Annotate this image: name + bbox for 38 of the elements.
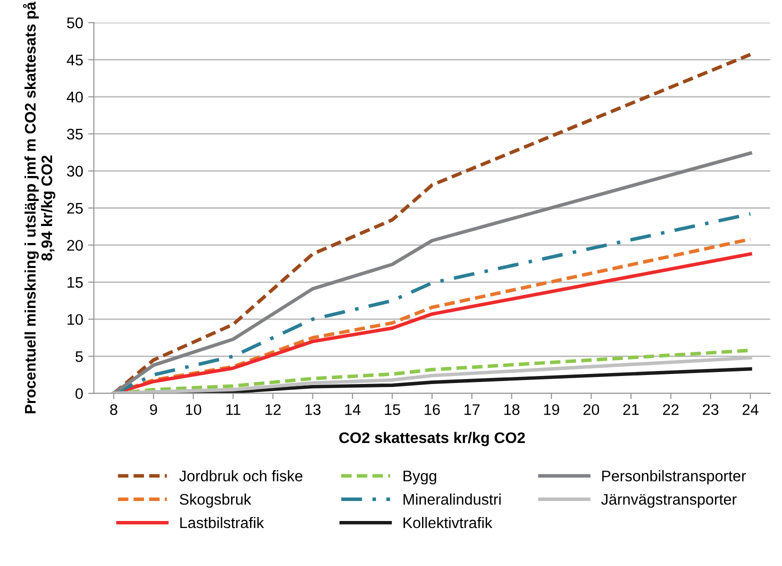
x-tick-label: 21: [623, 404, 639, 415]
y-tick-label: 35: [67, 128, 83, 140]
x-tick-label: 11: [226, 404, 240, 415]
legend-label: Skogsbruk: [180, 494, 252, 508]
x-tick-label: 18: [504, 404, 520, 416]
y-tick-label: 15: [68, 277, 83, 288]
y-tick-label: 25: [67, 202, 83, 214]
legend-label: Kollektivtrafik: [404, 516, 492, 528]
y-tick-label: 50: [67, 18, 83, 28]
x-tick-label: 9: [150, 404, 158, 416]
x-tick-label: 17: [464, 404, 480, 415]
x-tick-label: 14: [345, 404, 361, 415]
y-tick-label: 20: [67, 240, 83, 251]
x-axis-title: CO2 skattesats kr/kg CO2: [339, 432, 525, 446]
y-tick-label: 45: [66, 54, 83, 66]
x-tick-label: 12: [266, 404, 281, 415]
x-tick-label: 19: [544, 404, 560, 416]
x-tick-label: 10: [186, 404, 202, 416]
y-tick-label: 40: [66, 92, 83, 102]
y-tick-label: 10: [68, 314, 83, 325]
legend-label: Personbilstransporter: [602, 470, 746, 484]
x-tick-label: 16: [424, 404, 440, 416]
y-tick-label: 0: [76, 388, 83, 400]
legend-label: Järnvägstransporter: [601, 494, 737, 508]
legend-label: Jordbruk och fiske: [179, 470, 302, 482]
x-tick-label: 8: [110, 404, 118, 416]
y-tick-label: 30: [67, 166, 83, 177]
x-tick-label: 24: [742, 404, 758, 415]
y-tick-label: 5: [76, 351, 83, 362]
x-tick-label: 13: [305, 404, 321, 416]
x-tick-label: 22: [663, 404, 679, 415]
x-tick-label: 23: [702, 404, 718, 416]
legend-label: Bygg: [404, 470, 436, 484]
legend-label: Lastbilstrafik: [180, 516, 264, 528]
x-tick-label: 15: [384, 404, 400, 416]
x-tick-label: 20: [583, 404, 600, 416]
y-axis-title: Procentuell minskning i utsläpp jmf m CO2 skattesats på 8,94 kr/kg CO2: [22, 2, 56, 414]
legend-label: Mineralindustri: [404, 494, 501, 505]
